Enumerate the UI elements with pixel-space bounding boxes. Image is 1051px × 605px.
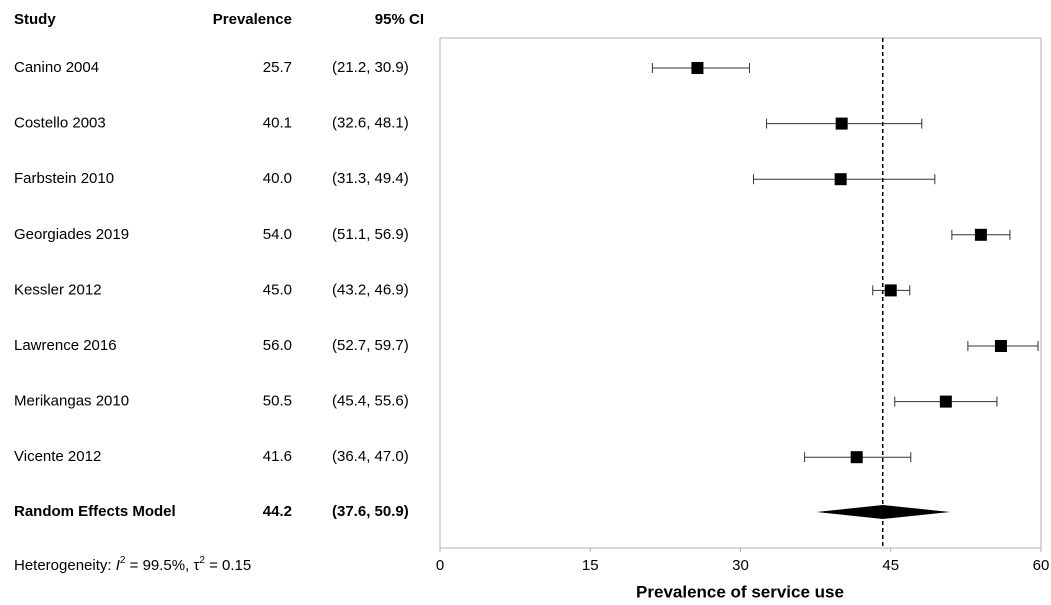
x-tick-label: 0 <box>436 557 444 574</box>
ci-label: (51.1, 56.9) <box>332 226 409 243</box>
study-header: Study <box>14 11 56 28</box>
prevalence-label: 45.0 <box>263 281 292 298</box>
x-tick-label: 15 <box>582 557 599 574</box>
study-name: Canino 2004 <box>14 59 99 76</box>
prevalence-header: Prevalence <box>213 11 292 28</box>
i2-value: = 99.5%, <box>125 557 193 574</box>
ci-label: (31.3, 49.4) <box>332 170 409 187</box>
ci-label: (52.7, 59.7) <box>332 337 409 354</box>
x-tick-label: 45 <box>882 557 899 574</box>
study-name: Lawrence 2016 <box>14 337 117 354</box>
prevalence-label: 50.5 <box>263 393 292 410</box>
plot-frame <box>439 37 1042 549</box>
summary-diamond <box>816 505 950 519</box>
summary-prevalence: 44.2 <box>263 503 292 520</box>
tau2-symbol: τ <box>193 557 199 574</box>
summary-name: Random Effects Model <box>14 503 176 520</box>
prevalence-label: 25.7 <box>263 59 292 76</box>
study-name: Merikangas 2010 <box>14 393 129 410</box>
prevalence-label: 40.1 <box>263 115 292 132</box>
point-estimate <box>994 340 1007 352</box>
i2-symbol: I <box>116 557 120 574</box>
point-estimate <box>974 228 987 241</box>
heterogeneity-label: Heterogeneity: <box>14 557 116 574</box>
ci-label: (36.4, 47.0) <box>332 448 409 465</box>
heterogeneity: Heterogeneity: I2 = 99.5%, τ2 = 0.15 <box>14 555 251 574</box>
ci-label: (21.2, 30.9) <box>332 59 409 76</box>
study-name: Kessler 2012 <box>14 281 102 298</box>
i2-sup: 2 <box>120 555 126 566</box>
study-name: Costello 2003 <box>14 115 106 132</box>
study-name: Georgiades 2019 <box>14 226 129 243</box>
prevalence-label: 56.0 <box>263 337 292 354</box>
point-estimate <box>691 62 704 74</box>
ci-header: 95% CI <box>375 11 424 28</box>
prevalence-label: 54.0 <box>263 226 292 243</box>
point-estimate <box>835 117 848 130</box>
tau2-sup: 2 <box>199 555 205 566</box>
point-estimate <box>884 284 897 297</box>
point-estimate <box>834 173 847 186</box>
ci-label: (32.6, 48.1) <box>332 115 409 132</box>
x-tick-label: 60 <box>1033 557 1050 574</box>
ci-label: (43.2, 46.9) <box>332 281 409 298</box>
point-estimate <box>850 451 863 464</box>
summary-ci: (37.6, 50.9) <box>332 503 409 520</box>
study-name: Farbstein 2010 <box>14 170 114 187</box>
tau2-value: = 0.15 <box>205 557 251 574</box>
ci-label: (45.4, 55.6) <box>332 393 409 410</box>
prevalence-label: 40.0 <box>263 170 292 187</box>
x-axis-label: Prevalence of service use <box>636 582 844 601</box>
x-tick-label: 30 <box>732 557 749 574</box>
study-name: Vicente 2012 <box>14 448 101 465</box>
point-estimate <box>939 395 952 408</box>
prevalence-label: 41.6 <box>263 448 292 465</box>
